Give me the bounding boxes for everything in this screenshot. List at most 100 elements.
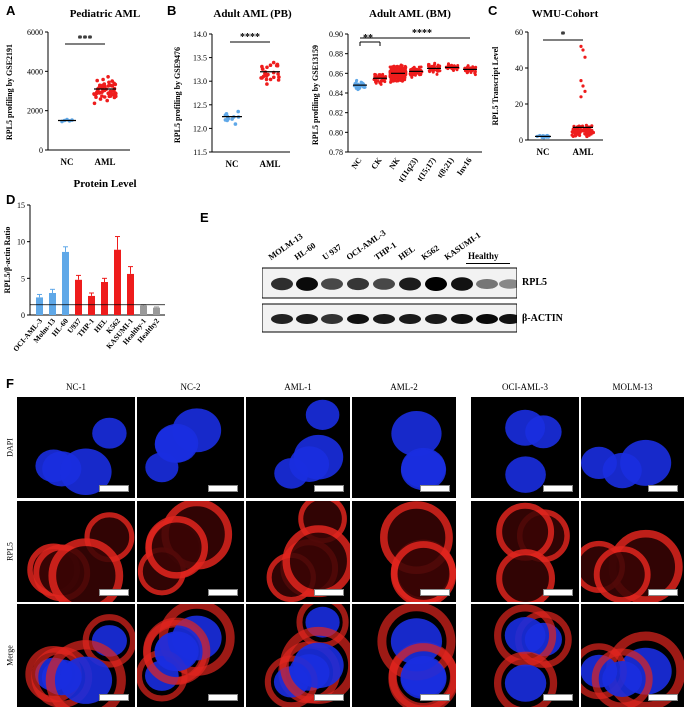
y-axis-label: RPL5/β-actin Ratio	[3, 227, 12, 294]
data-point	[452, 69, 455, 72]
scale-bar	[543, 694, 573, 701]
data-point	[275, 62, 280, 67]
y-tick-label: 12.0	[193, 124, 207, 133]
data-point	[379, 82, 383, 86]
y-axis-label: RPL5 profiling by GSE9476	[173, 47, 182, 143]
cell-cytoplasm	[494, 651, 558, 707]
microscopy-image-dapi	[471, 397, 579, 498]
sig-stars: ***	[78, 34, 93, 45]
scale-bar	[314, 485, 344, 492]
bar	[114, 249, 121, 315]
scale-bar	[314, 694, 344, 701]
data-point	[265, 65, 269, 70]
y-tick-label: 11.5	[193, 148, 207, 157]
y-axis-label: RPL5 profiling by GSE2191	[5, 44, 14, 140]
data-point	[571, 127, 575, 131]
microscopy-svg	[377, 604, 456, 707]
data-point	[376, 79, 380, 83]
bar	[140, 305, 147, 315]
y-tick-label: 0	[21, 311, 25, 320]
x-tick-label: NC	[350, 156, 364, 171]
y-tick-label: 20	[515, 100, 523, 109]
panel-d-title: Protein Level	[73, 178, 137, 190]
data-point	[389, 80, 393, 84]
microscopy-image-merge	[246, 604, 350, 707]
panel-b2-title: Adult AML (BM)	[369, 8, 451, 20]
data-point	[465, 71, 469, 75]
microscopy-image-merge	[471, 604, 579, 707]
data-point	[391, 75, 395, 78]
scale-bar	[99, 485, 129, 492]
microscopy-svg	[391, 411, 447, 491]
scale-bar	[208, 589, 238, 596]
panel-letter-d: D	[6, 192, 16, 207]
data-point	[355, 79, 358, 83]
microscopy-svg	[274, 399, 344, 489]
data-point	[404, 65, 408, 69]
band-label-rpl5: RPL5	[522, 277, 547, 288]
y-tick-label: 0.86	[329, 69, 343, 78]
x-tick-label: t(8;21)	[435, 156, 456, 180]
data-point	[581, 48, 585, 52]
data-point	[276, 78, 281, 82]
panel-c-title: WMU-Cohort	[531, 8, 599, 20]
data-point	[583, 89, 587, 93]
y-axis-label: RPL5 Transcript Level	[491, 46, 500, 126]
cell-rpl5	[282, 525, 350, 598]
x-tick-label: AML	[95, 157, 116, 167]
microscopy-image-dapi	[137, 397, 244, 498]
data-point	[473, 70, 477, 74]
y-tick-label: 0.88	[329, 50, 343, 59]
data-point	[414, 67, 418, 71]
cell-cytoplasm	[143, 617, 211, 685]
band-label-beta-actin: β-ACTIN	[522, 313, 563, 324]
microscopy-svg	[137, 501, 233, 596]
x-tick-label: AML	[573, 147, 594, 157]
bar	[75, 279, 82, 315]
cell-nucleus	[504, 664, 547, 702]
bar	[127, 273, 134, 315]
data-point	[277, 75, 281, 79]
cell-rpl5	[48, 538, 124, 602]
y-tick-label: 0	[519, 136, 523, 145]
bar	[153, 307, 160, 315]
data-point	[271, 60, 276, 65]
bar	[49, 293, 56, 315]
data-point	[583, 55, 587, 59]
scale-bar	[314, 589, 344, 596]
cell-nucleus	[154, 631, 199, 672]
scale-bar	[99, 694, 129, 701]
sig-stars: ****	[412, 28, 432, 39]
microscopy-image-dapi	[246, 397, 350, 498]
scale-bar	[543, 485, 573, 492]
data-point	[418, 73, 421, 77]
y-tick-label: 15	[17, 201, 25, 210]
cell-nucleus	[505, 456, 546, 493]
y-tick-label: 13.5	[193, 54, 207, 63]
data-point	[403, 76, 406, 80]
cell-nucleus	[60, 448, 112, 495]
band-rpl5	[399, 277, 421, 291]
x-tick-label: NC	[61, 157, 74, 167]
cell-rpl5	[390, 541, 456, 602]
band-actin	[271, 314, 293, 324]
lane-label: K562	[419, 242, 441, 262]
data-point	[114, 94, 118, 99]
cell-nucleus	[391, 411, 442, 457]
band-rpl5	[476, 278, 498, 290]
data-point	[112, 88, 116, 93]
cell-nucleus	[505, 409, 546, 446]
cell-nucleus	[59, 656, 113, 704]
y-tick-label: 12.5	[193, 101, 207, 110]
scale-bar	[208, 694, 238, 701]
band-actin	[321, 314, 343, 324]
x-tick-label: AML	[260, 159, 281, 169]
band-actin	[476, 314, 498, 324]
data-point	[92, 92, 97, 97]
data-point	[225, 118, 229, 123]
band-rpl5	[499, 279, 517, 289]
microscopy-svg	[581, 631, 684, 707]
cell-cytoplasm	[388, 643, 456, 707]
data-point	[427, 64, 430, 68]
panel-letter-a: A	[6, 3, 16, 18]
